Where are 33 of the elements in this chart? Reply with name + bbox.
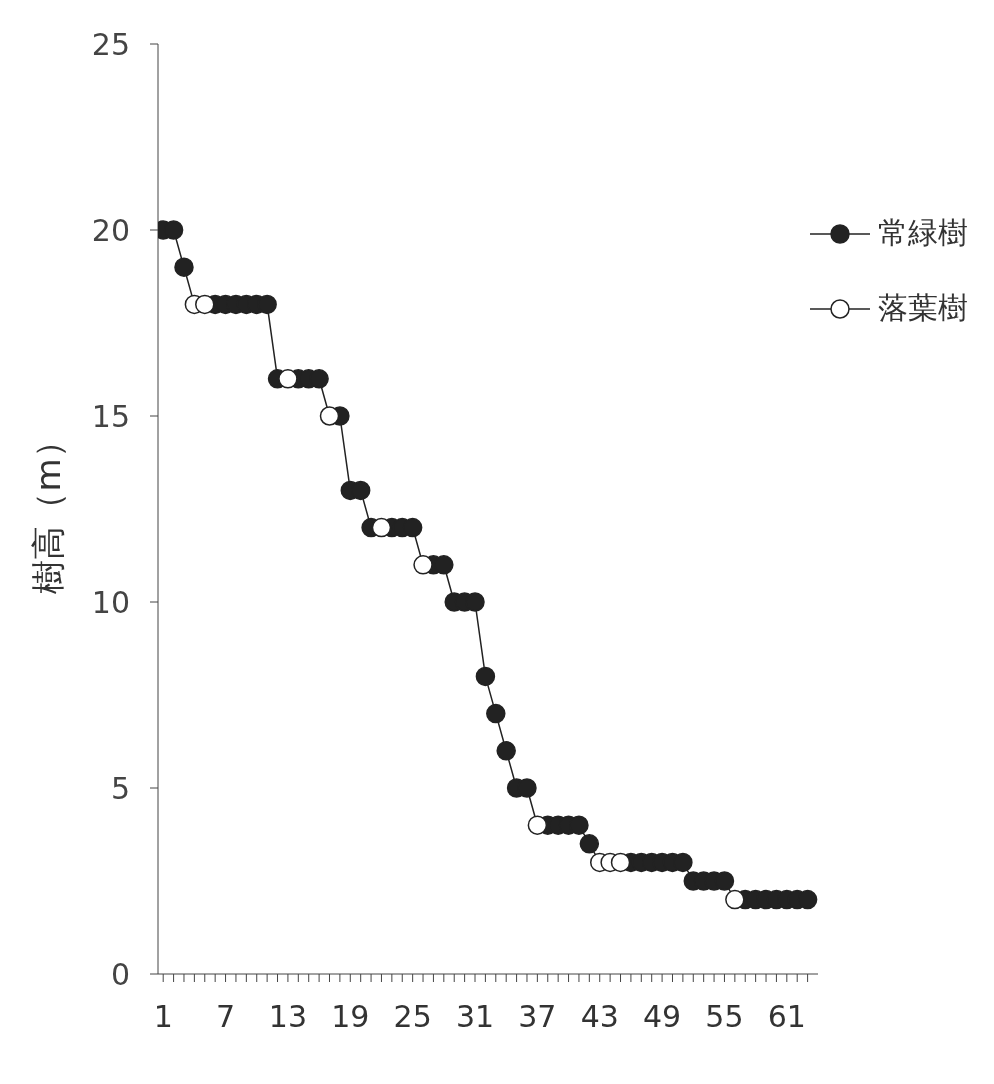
point [579, 834, 600, 854]
point [486, 703, 506, 724]
point [174, 257, 194, 277]
x-tick-label: 1 [153, 999, 173, 1035]
point [475, 666, 496, 687]
x-tick-label: 49 [643, 999, 682, 1035]
point [413, 555, 433, 575]
point [195, 294, 215, 315]
point [278, 369, 298, 389]
x-tick-label: 55 [705, 999, 744, 1035]
y-tick-label: 10 [91, 584, 130, 620]
x-tick-label: 13 [268, 999, 308, 1035]
legend-label: 常緑樹 [878, 214, 968, 252]
y-tick-label: 0 [110, 956, 130, 992]
x-tick-label: 43 [580, 999, 619, 1035]
x-tick-label: 37 [518, 999, 557, 1035]
x-tick-label: 7 [216, 999, 236, 1035]
y-tick-label: 25 [91, 26, 130, 62]
point [371, 517, 392, 538]
x-tick-label: 25 [393, 999, 432, 1035]
y-tick-label: 20 [91, 212, 130, 248]
point [725, 889, 745, 910]
y-tick-label: 5 [110, 770, 130, 806]
x-tick-label: 31 [455, 999, 495, 1035]
point [496, 741, 516, 761]
x-tick-label: 61 [767, 999, 806, 1035]
x-tick-label: 19 [331, 999, 370, 1035]
y-axis-title: 樹高（m） [28, 424, 69, 594]
y-tick-label: 15 [91, 398, 130, 434]
point [319, 406, 340, 426]
legend-label: 落葉樹 [878, 289, 968, 327]
point [610, 852, 631, 873]
point [527, 815, 548, 835]
